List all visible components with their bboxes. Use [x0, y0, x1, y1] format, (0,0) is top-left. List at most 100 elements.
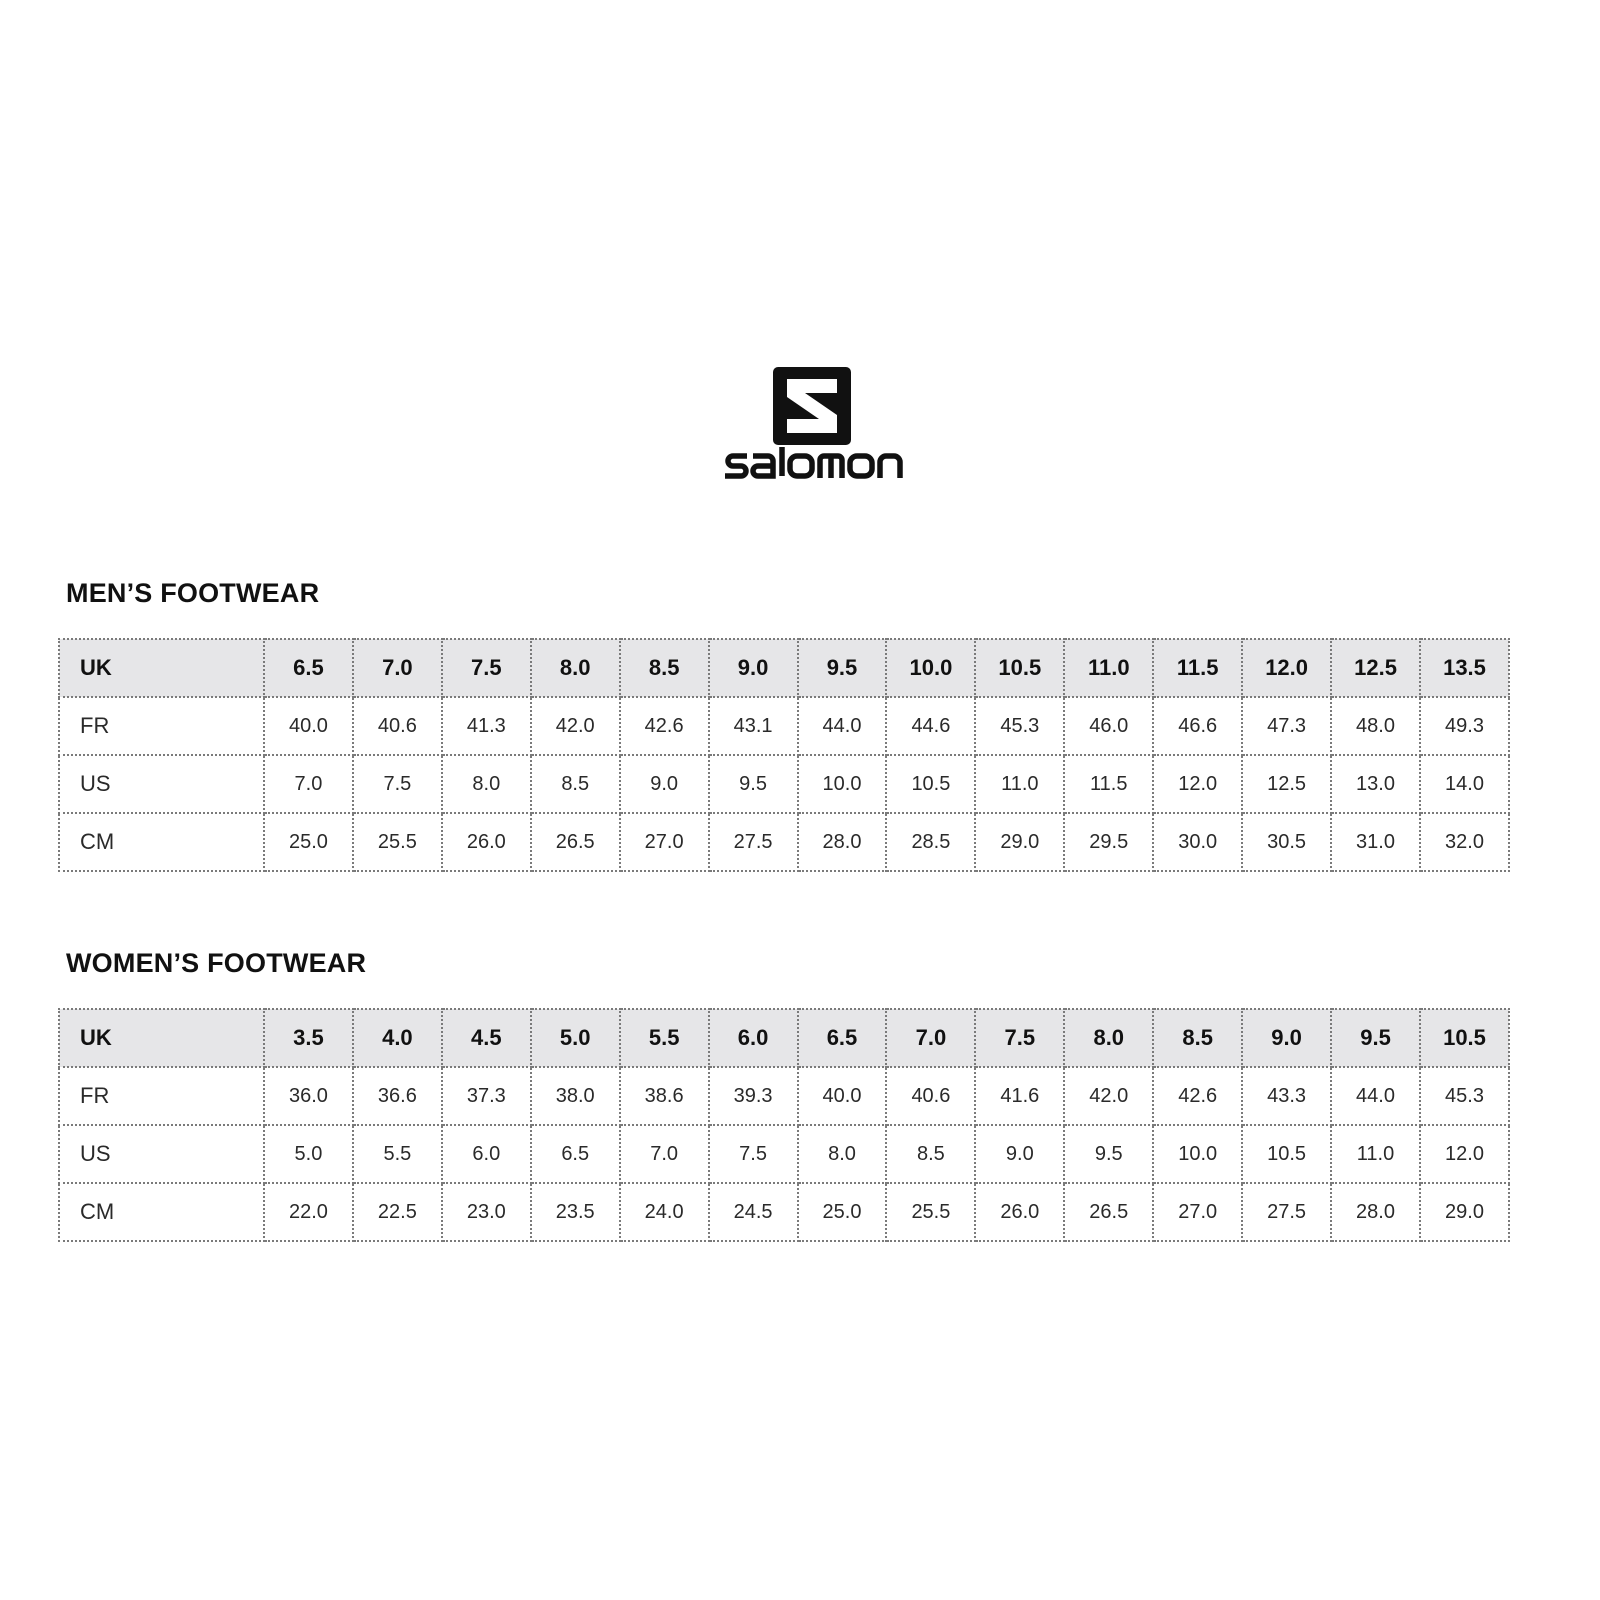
salomon-s-logo-icon — [773, 367, 851, 445]
size-cell: 22.0 — [263, 1182, 354, 1242]
size-cell: 6.5 — [529, 1124, 621, 1184]
size-row-fr: FR 36.0 36.6 37.3 38.0 38.6 39.3 40.0 40.6 41.6 42… — [58, 1066, 1511, 1126]
size-cell: 8.0 — [1063, 1008, 1155, 1068]
size-cell: 7.5 — [351, 754, 443, 814]
size-cell: 7.0 — [263, 754, 354, 814]
size-cell: 9.0 — [974, 1124, 1066, 1184]
size-cell: 38.6 — [618, 1066, 710, 1126]
size-row-uk: UK 3.5 4.0 4.5 5.0 5.5 6.0 6.5 7.0 7.5 8.0 8.5 9.0 9.… — [58, 1008, 1511, 1068]
size-cell: 25.5 — [885, 1182, 977, 1242]
size-cell: 9.0 — [707, 638, 799, 698]
size-cell: 27.0 — [1152, 1182, 1244, 1242]
size-cell: 13.5 — [1418, 638, 1511, 698]
size-cell: 9.0 — [618, 754, 710, 814]
size-cell: 25.0 — [263, 812, 354, 872]
size-cell: 26.0 — [440, 812, 532, 872]
size-cell: 9.0 — [1241, 1008, 1333, 1068]
row-label: CM — [58, 1182, 265, 1242]
size-cell: 8.0 — [796, 1124, 888, 1184]
size-cell: 24.5 — [707, 1182, 799, 1242]
size-cell: 44.0 — [1330, 1066, 1421, 1126]
size-cell: 30.0 — [1152, 812, 1244, 872]
size-cell: 29.0 — [974, 812, 1066, 872]
size-cell: 44.0 — [796, 696, 888, 756]
size-cell: 7.5 — [707, 1124, 799, 1184]
size-cell: 25.5 — [351, 812, 443, 872]
size-cell: 29.0 — [1418, 1182, 1511, 1242]
size-cell: 40.6 — [885, 1066, 977, 1126]
size-cell: 8.5 — [885, 1124, 977, 1184]
size-cell: 31.0 — [1330, 812, 1421, 872]
size-cell: 42.0 — [1063, 1066, 1155, 1126]
row-label: UK — [58, 1008, 265, 1068]
size-cell: 10.5 — [1241, 1124, 1333, 1184]
womens-footwear-title: WOMEN’S FOOTWEAR — [66, 948, 367, 978]
row-label: FR — [58, 696, 265, 756]
size-cell: 5.5 — [351, 1124, 443, 1184]
size-cell: 9.5 — [707, 754, 799, 814]
size-cell: 7.5 — [440, 638, 532, 698]
size-cell: 45.3 — [974, 696, 1066, 756]
size-cell: 14.0 — [1418, 754, 1511, 814]
size-cell: 24.0 — [618, 1182, 710, 1242]
row-label: UK — [58, 638, 265, 698]
size-row-fr: FR 40.0 40.6 41.3 42.0 42.6 43.1 44.0 44.6 45.3 46… — [58, 696, 1511, 756]
size-cell: 10.0 — [885, 638, 977, 698]
size-cell: 11.0 — [1330, 1124, 1421, 1184]
row-label: FR — [58, 1066, 265, 1126]
size-cell: 4.5 — [440, 1008, 532, 1068]
size-cell: 12.5 — [1330, 638, 1421, 698]
size-cell: 10.5 — [885, 754, 977, 814]
size-cell: 42.6 — [618, 696, 710, 756]
size-cell: 26.5 — [529, 812, 621, 872]
size-row-cm: CM 22.0 22.5 23.0 23.5 24.0 24.5 25.0 25.5 26.0 26… — [58, 1182, 1511, 1242]
size-cell: 7.0 — [351, 638, 443, 698]
size-cell: 11.0 — [1063, 638, 1155, 698]
mens-size-table: UK 6.5 7.0 7.5 8.0 8.5 9.0 9.5 10.0 10.5 11.0 11.5 1… — [58, 638, 1511, 872]
size-cell: 12.0 — [1152, 754, 1244, 814]
size-cell: 9.5 — [1063, 1124, 1155, 1184]
size-cell: 41.6 — [974, 1066, 1066, 1126]
size-row-us: US 5.0 5.5 6.0 6.5 7.0 7.5 8.0 8.5 9.0 9.5 10.0 10.5… — [58, 1124, 1511, 1184]
row-label: US — [58, 1124, 265, 1184]
size-cell: 32.0 — [1418, 812, 1511, 872]
size-cell: 8.5 — [1152, 1008, 1244, 1068]
size-cell: 42.6 — [1152, 1066, 1244, 1126]
size-cell: 38.0 — [529, 1066, 621, 1126]
size-cell: 3.5 — [263, 1008, 354, 1068]
size-cell: 40.6 — [351, 696, 443, 756]
size-cell: 23.0 — [440, 1182, 532, 1242]
size-cell: 27.5 — [1241, 1182, 1333, 1242]
size-cell: 39.3 — [707, 1066, 799, 1126]
size-cell: 45.3 — [1418, 1066, 1511, 1126]
size-cell: 8.5 — [529, 754, 621, 814]
size-cell: 26.0 — [974, 1182, 1066, 1242]
size-cell: 23.5 — [529, 1182, 621, 1242]
size-cell: 43.1 — [707, 696, 799, 756]
size-cell: 10.0 — [796, 754, 888, 814]
row-label: CM — [58, 812, 265, 872]
size-row-uk: UK 6.5 7.0 7.5 8.0 8.5 9.0 9.5 10.0 10.5 11.0 11.5 1… — [58, 638, 1511, 698]
size-cell: 8.5 — [618, 638, 710, 698]
size-cell: 27.5 — [707, 812, 799, 872]
size-cell: 28.0 — [796, 812, 888, 872]
size-cell: 6.5 — [796, 1008, 888, 1068]
salomon-logo — [720, 362, 910, 487]
size-cell: 6.0 — [440, 1124, 532, 1184]
row-label: US — [58, 754, 265, 814]
size-cell: 40.0 — [796, 1066, 888, 1126]
size-cell: 4.0 — [351, 1008, 443, 1068]
size-cell: 49.3 — [1418, 696, 1511, 756]
size-cell: 7.0 — [618, 1124, 710, 1184]
size-cell: 11.0 — [974, 754, 1066, 814]
size-cell: 5.0 — [263, 1124, 354, 1184]
size-cell: 6.0 — [707, 1008, 799, 1068]
size-cell: 11.5 — [1152, 638, 1244, 698]
size-cell: 6.5 — [263, 638, 354, 698]
size-cell: 41.3 — [440, 696, 532, 756]
size-cell: 8.0 — [529, 638, 621, 698]
size-cell: 26.5 — [1063, 1182, 1155, 1242]
size-cell: 10.0 — [1152, 1124, 1244, 1184]
size-cell: 47.3 — [1241, 696, 1333, 756]
size-row-us: US 7.0 7.5 8.0 8.5 9.0 9.5 10.0 10.5 11.0 11.5 12.0… — [58, 754, 1511, 814]
